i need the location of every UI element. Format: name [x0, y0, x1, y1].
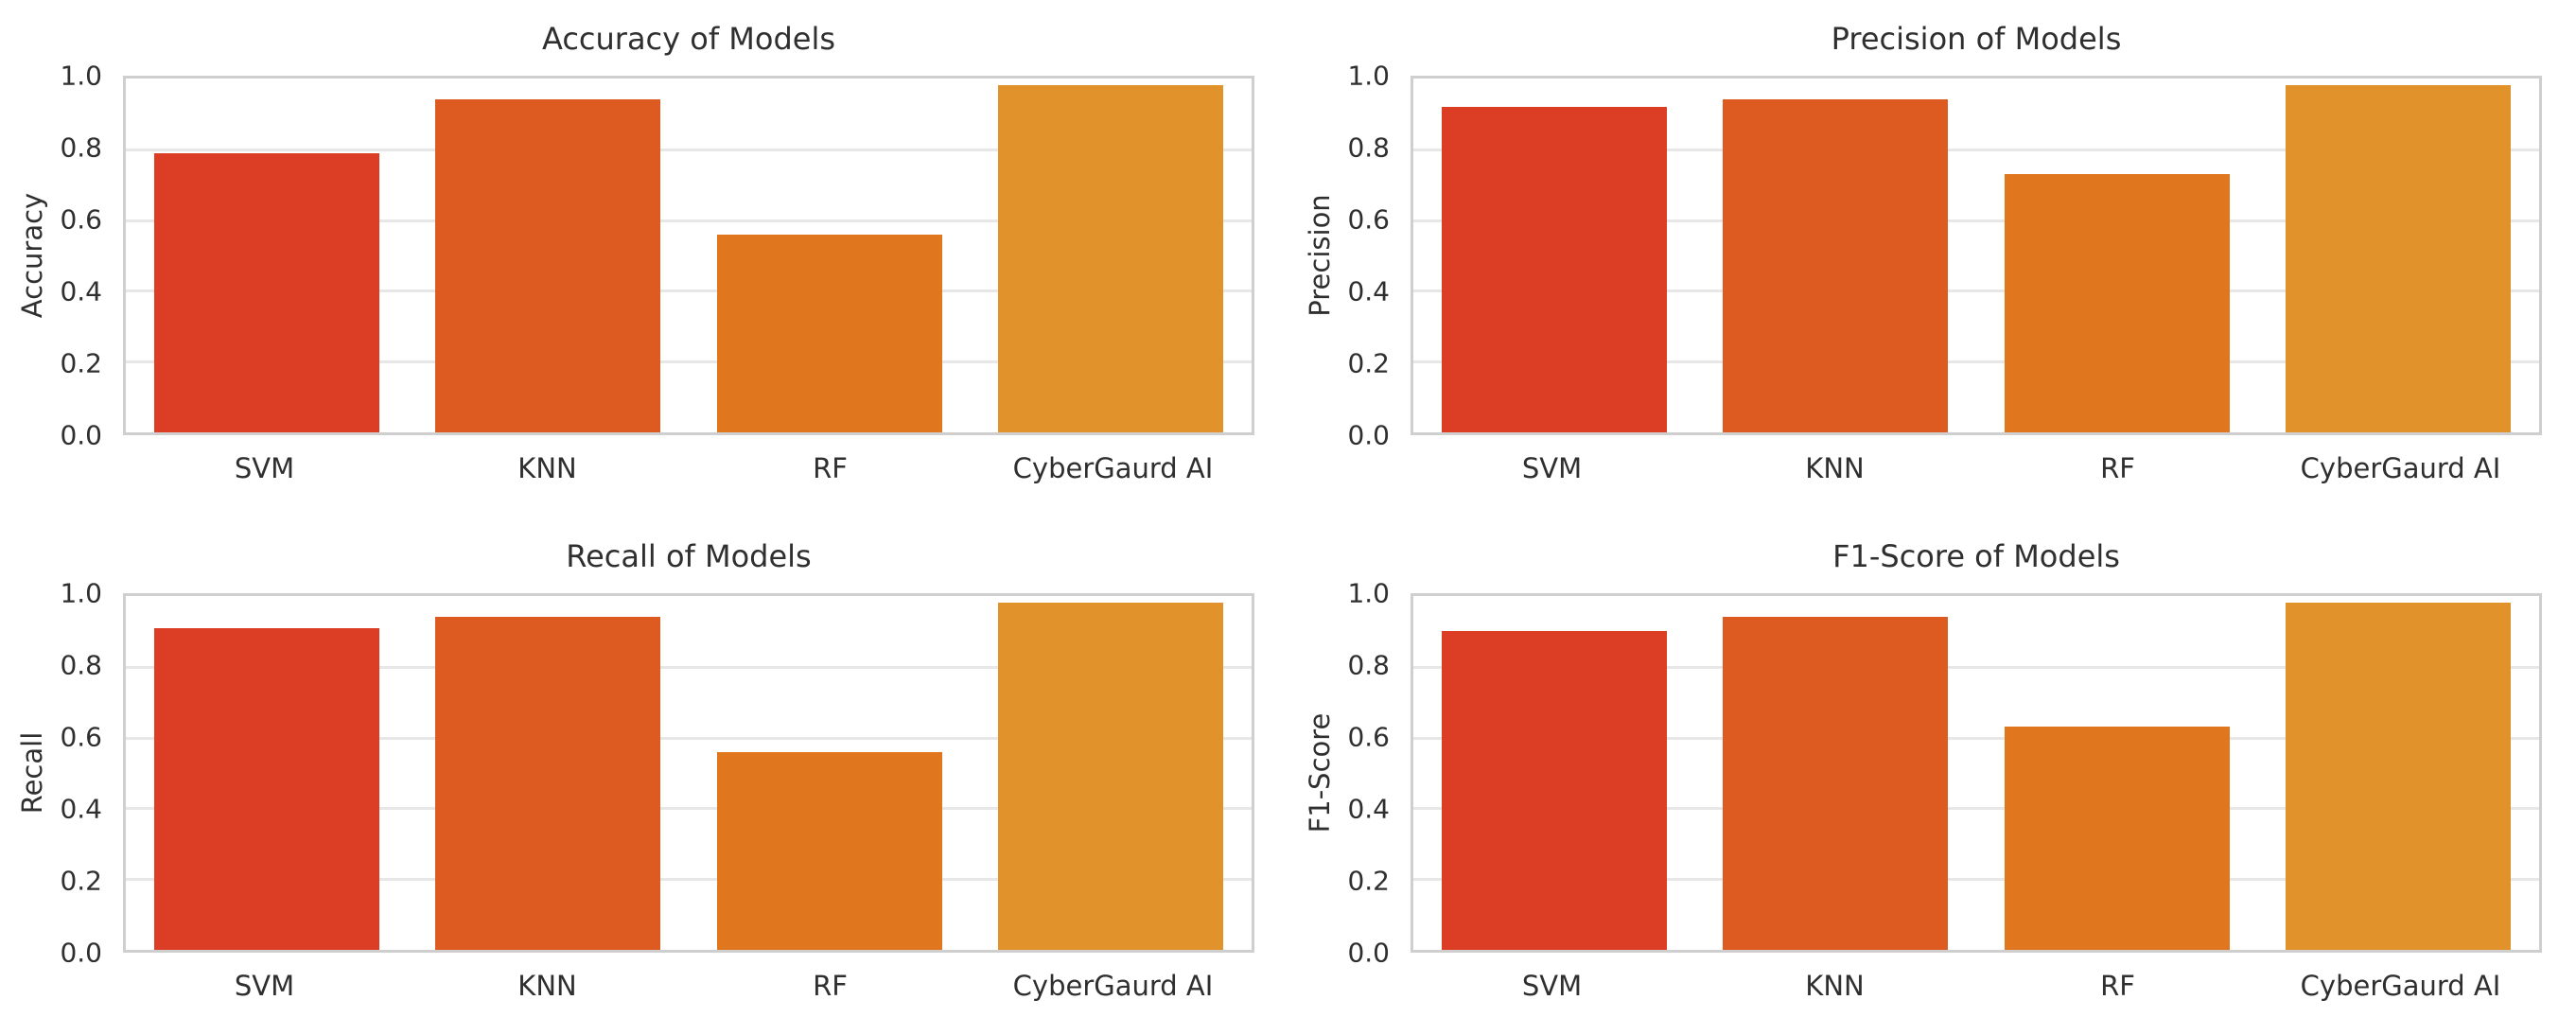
gridline — [126, 360, 1252, 364]
bar-cybergaurd-ai — [998, 603, 1224, 950]
chart-title: Recall of Models — [566, 538, 812, 574]
y-tick-label: 0.4 — [1347, 793, 1390, 825]
y-tick-label: 0.6 — [1347, 721, 1390, 753]
y-tick-label: 0.0 — [60, 937, 102, 969]
x-tick-label-cybergaurd-ai: CyberGaurd AI — [1012, 452, 1214, 484]
y-tick-label: 0.0 — [60, 419, 102, 451]
x-tick-label-rf: RF — [2100, 970, 2135, 1002]
bar-svm — [153, 152, 379, 432]
x-tick-label-svm: SVM — [1521, 452, 1583, 484]
gridline — [126, 878, 1252, 882]
plot-area — [123, 76, 1254, 435]
bar-knn — [435, 99, 661, 432]
gridline — [126, 219, 1252, 222]
gridline — [1413, 736, 2539, 740]
x-tick-label-cybergaurd-ai: CyberGaurd AI — [1012, 970, 1214, 1002]
gridline — [1413, 807, 2539, 811]
gridline — [126, 736, 1252, 740]
plot-area — [1411, 593, 2542, 953]
chart-title: F1-Score of Models — [1832, 538, 2120, 574]
bar-rf — [2004, 173, 2230, 432]
bar-svm — [1441, 631, 1667, 950]
y-tick-label: 1.0 — [60, 577, 102, 609]
bar-knn — [1723, 617, 1949, 950]
gridline — [1413, 665, 2539, 669]
gridline — [1413, 360, 2539, 364]
x-tick-label-cybergaurd-ai: CyberGaurd AI — [2300, 970, 2501, 1002]
x-tick-label-knn: KNN — [1805, 970, 1865, 1002]
y-tick-label: 0.2 — [60, 865, 102, 897]
bar-cybergaurd-ai — [2286, 603, 2512, 950]
gridline — [1413, 289, 2539, 293]
x-tick-label-knn: KNN — [517, 970, 577, 1002]
y-tick-label: 0.8 — [60, 132, 102, 164]
y-tick-label: 0.2 — [1347, 347, 1390, 379]
bar-svm — [1441, 106, 1667, 432]
y-tick-label: 0.4 — [60, 275, 102, 307]
bar-svm — [153, 627, 379, 950]
bar-knn — [1723, 99, 1949, 432]
y-tick-label: 0.6 — [1347, 203, 1390, 236]
plot-area — [1411, 76, 2542, 435]
y-tick-label: 1.0 — [1347, 60, 1390, 92]
x-tick-label-svm: SVM — [234, 452, 295, 484]
bar-knn — [435, 617, 661, 950]
chart-accuracy-of-models: Accuracy of Models Accuracy 0.0 0.2 0.4 0.6 0.… — [0, 0, 1288, 518]
x-tick-label-svm: SVM — [234, 970, 295, 1002]
x-tick-label-cybergaurd-ai: CyberGaurd AI — [2300, 452, 2501, 484]
x-tick-label-rf: RF — [813, 452, 848, 484]
y-tick-label: 0.0 — [1347, 419, 1390, 451]
gridline — [1413, 878, 2539, 882]
x-tick-label-rf: RF — [2100, 452, 2135, 484]
y-tick-label: 0.8 — [1347, 649, 1390, 681]
chart-title: Precision of Models — [1831, 21, 2122, 57]
x-tick-label-rf: RF — [813, 970, 848, 1002]
gridline — [126, 807, 1252, 811]
chart-f1-score-of-models: F1-Score of Models F1-Score 0.0 0.2 0.4 0.6 0.… — [1288, 518, 2575, 1035]
y-tick-label: 0.6 — [60, 203, 102, 236]
y-tick-label: 0.4 — [1347, 275, 1390, 307]
plot-area — [123, 593, 1254, 953]
y-tick-label: 1.0 — [60, 60, 102, 92]
gridline — [1413, 148, 2539, 151]
gridline — [126, 148, 1252, 151]
gridline — [1413, 219, 2539, 222]
y-tick-label: 0.8 — [60, 649, 102, 681]
chart-recall-of-models: Recall of Models Recall 0.0 0.2 0.4 0.6 0.8 1.0… — [0, 518, 1288, 1035]
x-tick-label-knn: KNN — [517, 452, 577, 484]
bar-cybergaurd-ai — [2286, 85, 2512, 432]
y-tick-label: 1.0 — [1347, 577, 1390, 609]
bar-rf — [2004, 727, 2230, 950]
y-tick-label: 0.6 — [60, 721, 102, 753]
chart-precision-of-models: Precision of Models Precision 0.0 0.2 0.4 0.6… — [1288, 0, 2575, 518]
gridline — [126, 289, 1252, 293]
y-tick-label: 0.4 — [60, 793, 102, 825]
y-tick-label: 0.0 — [1347, 937, 1390, 969]
x-tick-label-knn: KNN — [1805, 452, 1865, 484]
bar-rf — [716, 234, 942, 432]
y-tick-label: 0.2 — [60, 347, 102, 379]
bar-rf — [716, 751, 942, 950]
x-tick-label-svm: SVM — [1521, 970, 1583, 1002]
y-tick-label: 0.8 — [1347, 132, 1390, 164]
bar-cybergaurd-ai — [998, 85, 1224, 432]
gridline — [126, 665, 1252, 669]
y-tick-label: 0.2 — [1347, 865, 1390, 897]
chart-title: Accuracy of Models — [541, 21, 836, 57]
